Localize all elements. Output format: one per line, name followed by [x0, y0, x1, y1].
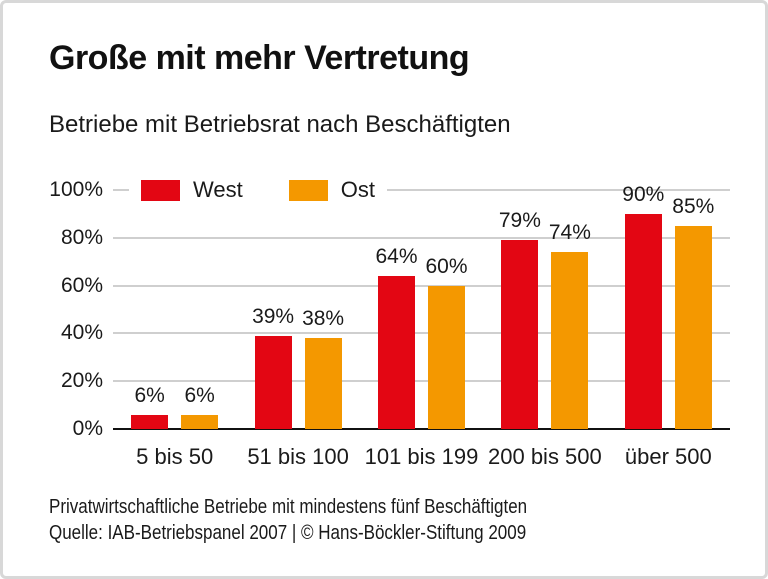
value-label-ost-2: 60% [425, 254, 468, 278]
bar-ost-3 [551, 252, 589, 429]
value-label-west-4: 90% [622, 182, 665, 206]
bar-ost-0 [181, 414, 219, 429]
value-label-west-1: 39% [252, 304, 295, 328]
value-label-west-0: 6% [134, 383, 165, 407]
y-axis-label-100: 100% [49, 178, 103, 201]
value-label-ost-0: 6% [184, 383, 215, 407]
legend-swatch-west [141, 179, 180, 201]
x-axis-label-4: über 500 [624, 444, 712, 469]
footnote: Privatwirtschaftliche Betriebe mit minde… [49, 496, 528, 518]
bar-west-0 [131, 414, 169, 429]
chart-legend: West Ost [129, 175, 387, 205]
value-label-west-3: 79% [498, 209, 541, 233]
bar-ost-4 [674, 225, 712, 429]
gridline-40 [113, 332, 730, 335]
legend-swatch-ost [288, 179, 328, 201]
bar-west-1 [254, 335, 292, 429]
gridline-60 [113, 284, 730, 287]
y-axis-label-80: 80% [60, 225, 103, 249]
y-axis-label-40: 40% [60, 321, 103, 345]
x-axis-line [113, 428, 730, 430]
legend-item-ost: Ost [288, 177, 375, 203]
bar-ost-2 [427, 285, 465, 429]
x-axis-label-0: 5 bis 50 [136, 444, 214, 469]
legend-label-ost: Ost [340, 177, 375, 202]
y-axis-label-20: 20% [60, 369, 103, 393]
gridline-20 [113, 380, 730, 383]
source-credit: Quelle: IAB-Betriebspanel 2007 | © Hans-… [49, 522, 527, 544]
legend-label-west: West [193, 177, 243, 202]
value-label-ost-1: 38% [302, 307, 345, 331]
bar-ost-1 [304, 338, 342, 429]
legend-item-west: West [141, 177, 243, 203]
value-label-ost-4: 85% [672, 194, 715, 218]
value-label-west-2: 64% [375, 245, 418, 269]
bar-west-2 [377, 276, 415, 429]
bar-group-4: 90% 85% über 500 [607, 183, 730, 469]
chart-subtitle: Betriebe mit Betriebsrat nach Beschäftig… [49, 111, 511, 138]
bar-west-4 [624, 213, 662, 429]
plot-area: 0% 20% 40% 60% 80% 100% West Ost 6% 6% 5 bis 50 39%… [49, 175, 730, 469]
page-title: Große mit mehr Vertretung [49, 39, 470, 77]
y-axis-label-60: 60% [60, 273, 103, 297]
gridline-100 [113, 189, 730, 191]
y-axis-label-0: 0% [72, 417, 103, 440]
x-axis-label-1: 51 bis 100 [247, 444, 349, 469]
bar-group-0: 6% 6% 5 bis 50 [113, 190, 236, 469]
value-label-ost-3: 74% [548, 221, 591, 245]
gridline-80 [113, 236, 730, 239]
x-axis-label-2: 101 bis 199 [364, 444, 479, 469]
bar-west-3 [501, 240, 539, 429]
bar-group-3: 79% 74% 200 bis 500 [483, 190, 606, 469]
bar-group-2: 64% 60% 101 bis 199 [360, 190, 483, 469]
x-axis-label-3: 200 bis 500 [488, 444, 602, 469]
bar-group-1: 39% 38% 51 bis 100 [236, 190, 359, 469]
